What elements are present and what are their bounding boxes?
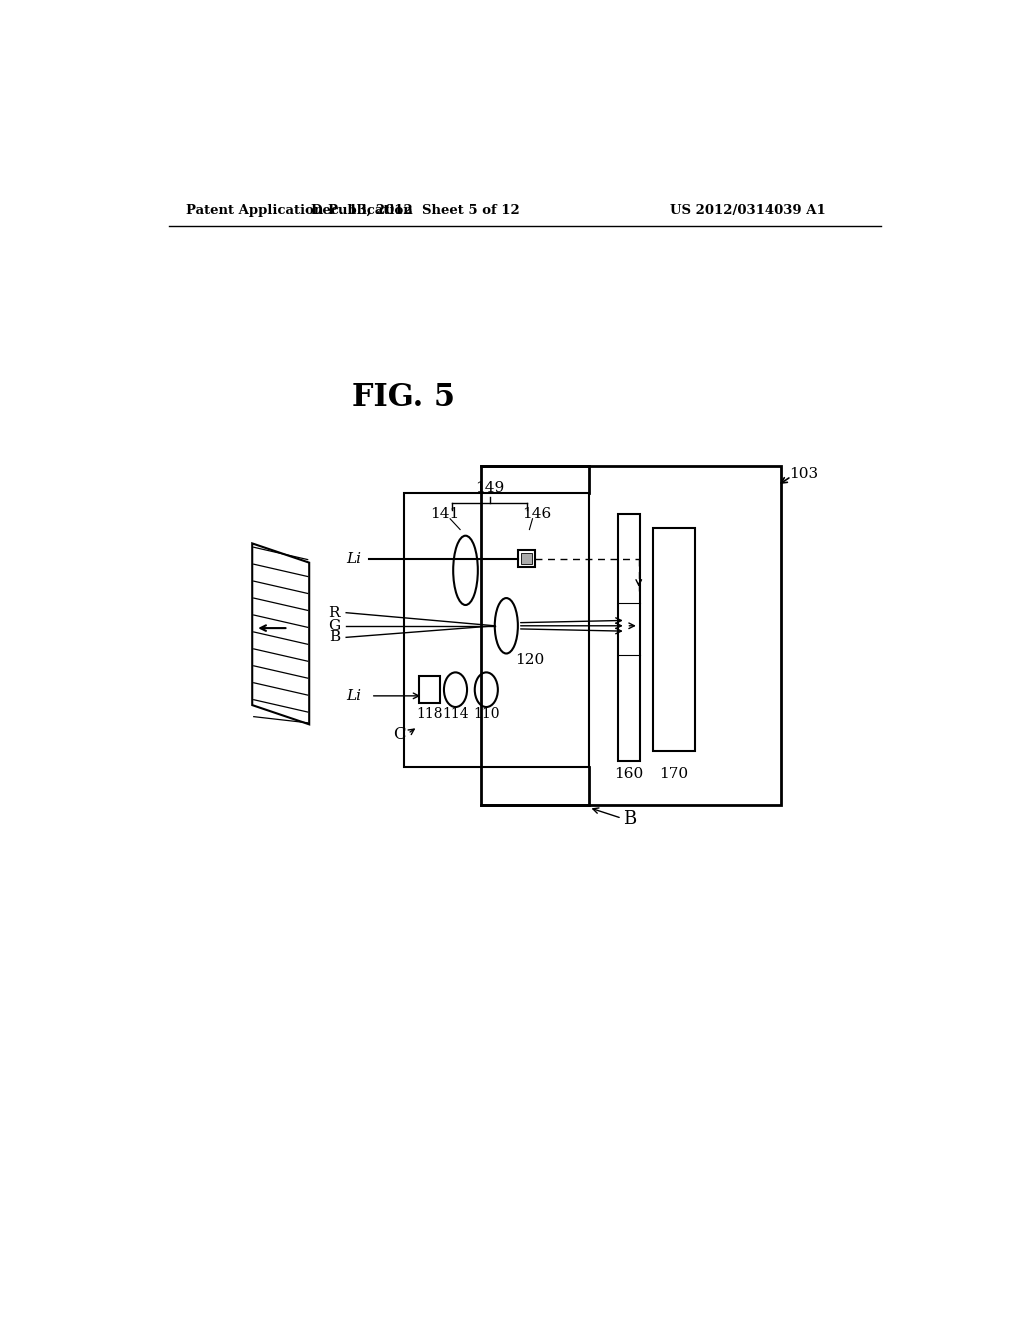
Text: 141: 141: [430, 507, 460, 521]
Text: 103: 103: [788, 467, 818, 480]
Text: B: B: [623, 810, 636, 828]
Bar: [481, 466, 781, 805]
Text: 160: 160: [614, 767, 643, 781]
Bar: [617, 515, 640, 760]
Text: 120: 120: [515, 653, 545, 668]
Text: 114: 114: [442, 708, 469, 721]
Text: 110: 110: [473, 708, 500, 721]
Bar: [521, 553, 531, 564]
Text: R: R: [329, 606, 340, 619]
Text: 149: 149: [475, 480, 505, 495]
Text: C: C: [393, 726, 407, 743]
Text: Dec. 13, 2012  Sheet 5 of 12: Dec. 13, 2012 Sheet 5 of 12: [311, 205, 520, 218]
Text: 170: 170: [658, 767, 688, 781]
Bar: [518, 550, 535, 568]
Text: Li: Li: [346, 689, 361, 702]
Bar: [652, 528, 695, 751]
Text: Patent Application Publication: Patent Application Publication: [186, 205, 413, 218]
Text: 146: 146: [521, 507, 551, 521]
Text: G: G: [328, 619, 340, 632]
Text: FIG. 5: FIG. 5: [352, 381, 456, 413]
Text: 118: 118: [416, 708, 442, 721]
Text: B: B: [329, 631, 340, 644]
Bar: [403, 494, 589, 767]
Bar: [419, 676, 440, 702]
Text: Li: Li: [346, 552, 361, 566]
Text: US 2012/0314039 A1: US 2012/0314039 A1: [670, 205, 825, 218]
